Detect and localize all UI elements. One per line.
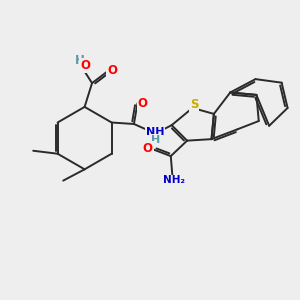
Text: O: O [107, 64, 117, 77]
Text: O: O [138, 97, 148, 110]
Text: H: H [75, 54, 85, 67]
Text: NH₂: NH₂ [163, 176, 185, 185]
Text: H: H [151, 135, 160, 145]
Text: NH: NH [146, 127, 164, 137]
Text: S: S [190, 98, 198, 112]
Text: O: O [142, 142, 153, 154]
Text: O: O [80, 59, 90, 72]
